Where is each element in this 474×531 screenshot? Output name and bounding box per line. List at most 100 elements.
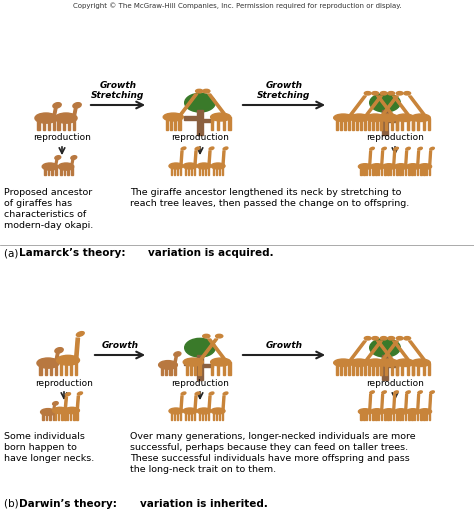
- Ellipse shape: [334, 114, 353, 122]
- Bar: [165, 117, 168, 130]
- Polygon shape: [55, 353, 59, 362]
- Bar: [76, 410, 78, 420]
- Polygon shape: [180, 151, 183, 165]
- Ellipse shape: [380, 337, 387, 340]
- Bar: [369, 116, 382, 119]
- Ellipse shape: [370, 391, 374, 393]
- Bar: [161, 365, 163, 375]
- Ellipse shape: [183, 408, 197, 414]
- Ellipse shape: [183, 163, 197, 169]
- Bar: [401, 118, 403, 130]
- Bar: [46, 412, 47, 420]
- Ellipse shape: [370, 338, 401, 357]
- Bar: [37, 118, 40, 130]
- Polygon shape: [392, 96, 410, 116]
- Ellipse shape: [174, 352, 181, 356]
- Text: reproduction: reproduction: [35, 379, 93, 388]
- Bar: [396, 167, 398, 175]
- Bar: [375, 412, 376, 420]
- Bar: [417, 412, 418, 420]
- Bar: [57, 118, 60, 130]
- Text: The giraffe ancestor lengthened its neck by stretching to
reach tree leaves, the: The giraffe ancestor lengthened its neck…: [130, 188, 409, 208]
- Bar: [219, 166, 220, 175]
- Polygon shape: [208, 339, 227, 360]
- Bar: [417, 167, 418, 175]
- Polygon shape: [369, 151, 372, 166]
- Bar: [423, 167, 425, 175]
- Ellipse shape: [159, 361, 177, 369]
- Ellipse shape: [379, 359, 398, 366]
- Ellipse shape: [372, 337, 379, 340]
- Bar: [70, 410, 72, 420]
- Bar: [368, 118, 370, 130]
- Ellipse shape: [181, 147, 186, 150]
- Bar: [185, 411, 186, 420]
- Ellipse shape: [56, 355, 80, 365]
- Bar: [372, 167, 374, 175]
- Ellipse shape: [382, 147, 386, 150]
- Polygon shape: [429, 395, 432, 410]
- Ellipse shape: [394, 409, 408, 414]
- Bar: [380, 118, 382, 130]
- Text: Proposed ancestor
of giraffes has
characteristics of
modern-day okapi.: Proposed ancestor of giraffes has charac…: [4, 188, 93, 230]
- Bar: [67, 167, 69, 175]
- Ellipse shape: [35, 113, 57, 123]
- Text: Lamarck’s theory:: Lamarck’s theory:: [19, 248, 129, 258]
- Bar: [208, 411, 210, 420]
- Ellipse shape: [53, 102, 61, 108]
- Bar: [407, 363, 409, 375]
- Bar: [423, 412, 425, 420]
- Bar: [185, 362, 188, 375]
- Polygon shape: [53, 108, 57, 116]
- Bar: [174, 166, 175, 175]
- Text: reproduction: reproduction: [366, 133, 424, 142]
- Bar: [73, 118, 75, 130]
- Bar: [390, 412, 392, 420]
- Ellipse shape: [185, 338, 215, 357]
- Ellipse shape: [383, 409, 396, 414]
- Bar: [179, 117, 181, 130]
- Bar: [408, 167, 410, 175]
- Ellipse shape: [394, 391, 398, 393]
- Bar: [366, 412, 367, 420]
- Bar: [402, 167, 403, 175]
- Bar: [191, 166, 192, 175]
- Ellipse shape: [411, 114, 430, 122]
- Bar: [378, 167, 379, 175]
- Bar: [348, 363, 350, 375]
- Ellipse shape: [210, 113, 231, 121]
- Ellipse shape: [419, 409, 432, 414]
- Bar: [202, 411, 203, 420]
- Polygon shape: [180, 396, 183, 410]
- Bar: [197, 355, 203, 380]
- Bar: [428, 118, 430, 130]
- Ellipse shape: [209, 147, 214, 150]
- Bar: [376, 118, 378, 130]
- Bar: [177, 166, 179, 175]
- Ellipse shape: [404, 91, 410, 95]
- Ellipse shape: [163, 113, 183, 121]
- Bar: [180, 411, 182, 420]
- Bar: [48, 118, 50, 130]
- Bar: [360, 363, 362, 375]
- Bar: [408, 412, 410, 420]
- Bar: [169, 365, 172, 375]
- Bar: [336, 118, 338, 130]
- Bar: [388, 119, 398, 122]
- Bar: [396, 118, 398, 130]
- Polygon shape: [179, 94, 198, 115]
- Bar: [381, 167, 382, 175]
- Bar: [199, 362, 201, 375]
- Polygon shape: [71, 159, 74, 165]
- Bar: [381, 412, 382, 420]
- Bar: [423, 118, 425, 130]
- Bar: [399, 167, 401, 175]
- Polygon shape: [376, 96, 394, 116]
- Ellipse shape: [223, 147, 228, 150]
- Ellipse shape: [430, 147, 434, 150]
- Ellipse shape: [203, 335, 210, 338]
- Bar: [208, 166, 210, 175]
- Bar: [382, 355, 388, 380]
- Text: Growth: Growth: [265, 341, 302, 350]
- Ellipse shape: [211, 163, 225, 169]
